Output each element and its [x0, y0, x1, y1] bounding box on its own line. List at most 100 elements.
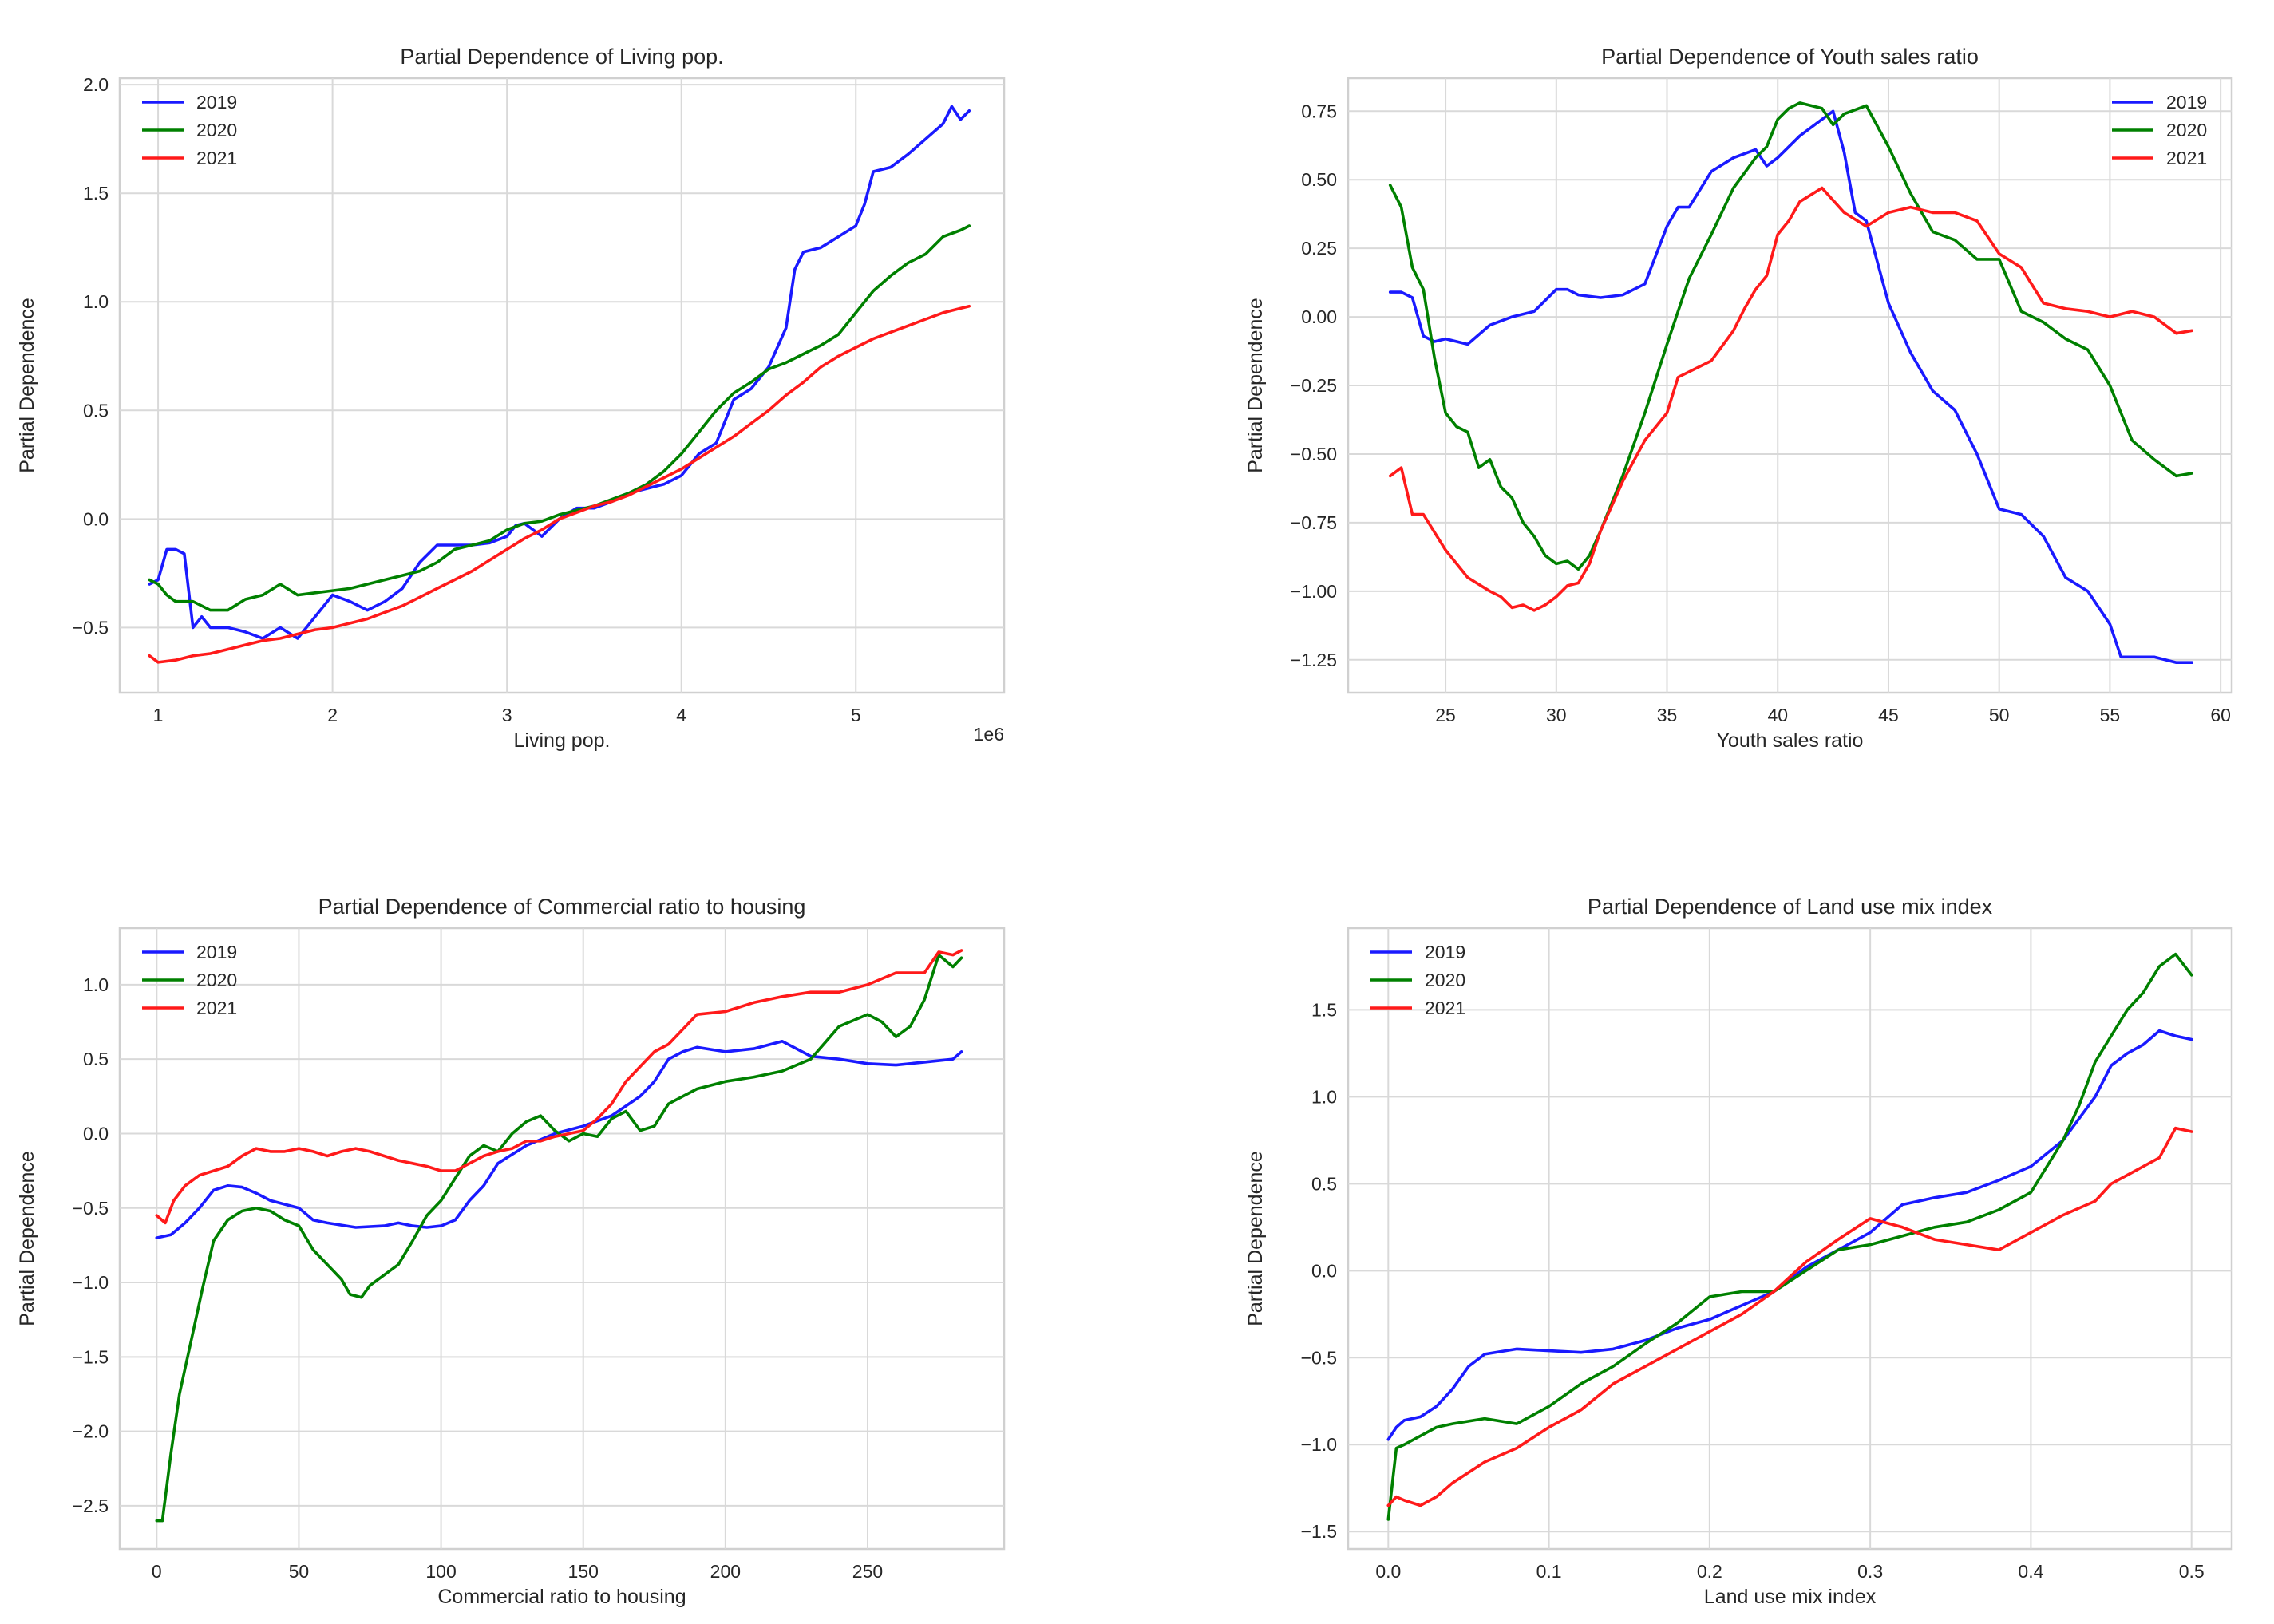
chart0-x-tick-label: 2	[327, 705, 338, 725]
chart0-legend: 2019 2020 2021	[142, 92, 237, 168]
chart0-x-offset-label: 1e6	[974, 724, 1004, 745]
chart1-x-tick-label: 25	[1435, 705, 1456, 725]
chart1-y-tick-label: −1.00	[1291, 581, 1337, 602]
chart2-x-tick-label: 100	[425, 1561, 456, 1582]
chart1-y-tick-label: 0.25	[1301, 238, 1337, 259]
chart1-x-tick-label: 35	[1657, 705, 1678, 725]
chart2-y-tick-label: −1.5	[73, 1346, 109, 1367]
chart2-y-tick-label: −2.0	[73, 1421, 109, 1442]
chart0-y-tick-label: 1.0	[83, 291, 109, 312]
chart3-plot-area	[1347, 927, 2233, 1551]
chart1-y-tick-label: 0.00	[1301, 306, 1337, 327]
chart0-y-tick-label: 0.5	[83, 400, 109, 421]
chart2-legend-label-2020: 2020	[196, 970, 237, 990]
chart-land-use-mix: 0.0 0.1 0.2 0.3 0.4 0.5 −1.5 −1.0 −0.5 0.0 0.5 1.0 1…	[1244, 895, 2233, 1608]
chart-living-pop: 1 2 3 4 5 −0.5 0.0 0.5 1.0 1.5 2.0 Partial Dependen…	[16, 45, 1006, 752]
chart3-series-2021-line	[1386, 1126, 2193, 1507]
chart1-series-2021-line	[1388, 186, 2193, 612]
chart3-legend-label-2020: 2020	[1425, 970, 1465, 990]
chart0-series-2019-line	[148, 105, 971, 640]
chart1-x-tick-label: 50	[1989, 705, 2010, 725]
chart3-y-tick-label: 0.0	[1311, 1260, 1337, 1281]
chart2-x-tick-label: 250	[852, 1561, 883, 1582]
chart3-y-tick-label: 0.5	[1311, 1173, 1337, 1194]
chart3-x-tick-label: 0.3	[1857, 1561, 1883, 1582]
chart2-x-tick-label: 200	[710, 1561, 741, 1582]
chart1-x-tick-label: 30	[1546, 705, 1567, 725]
chart-commercial-ratio: 0 50 100 150 200 250 −2.5 −2.0 −1.5 −1.0 −0.5 0.0 0.…	[16, 895, 1006, 1608]
chart2-series-2021-line	[155, 949, 963, 1225]
chart0-y-axis-label: Partial Dependence	[16, 298, 38, 473]
chart0-series-2020-line	[148, 224, 971, 612]
chart0-y-tick-label: 2.0	[83, 74, 109, 95]
chart1-legend-label-2020: 2020	[2166, 120, 2207, 140]
chart0-legend-label-2019: 2019	[196, 92, 237, 113]
chart3-x-tick-label: 0.0	[1375, 1561, 1401, 1582]
chart3-y-tick-label: 1.0	[1311, 1086, 1337, 1107]
chart2-x-tick-label: 0	[152, 1561, 162, 1582]
chart-panel-commercial-ratio: 0 50 100 150 200 250 −2.5 −2.0 −1.5 −1.0 −0.5 0.0 0.…	[0, 812, 1137, 1623]
chart1-x-tick-label: 45	[1878, 705, 1899, 725]
chart2-y-tick-label: −0.5	[73, 1198, 109, 1219]
chart0-y-tick-label: 0.0	[83, 508, 109, 529]
chart3-y-tick-label: 1.5	[1311, 999, 1337, 1020]
chart3-x-axis-label: Land use mix index	[1704, 1586, 1877, 1608]
chart-panel-land-use-mix: 0.0 0.1 0.2 0.3 0.4 0.5 −1.5 −1.0 −0.5 0.0 0.5 1.0 1…	[1137, 812, 2273, 1623]
chart2-y-tick-label: 0.0	[83, 1123, 109, 1144]
chart2-x-tick-label: 50	[289, 1561, 310, 1582]
chart0-series-2021-line	[148, 304, 971, 664]
chart2-legend: 2019 2020 2021	[142, 942, 237, 1018]
chart2-y-tick-label: 1.0	[83, 974, 109, 995]
chart3-y-axis-label: Partial Dependence	[1244, 1151, 1267, 1326]
chart1-series-2019-line	[1388, 109, 2193, 664]
chart1-title: Partial Dependence of Youth sales ratio	[1601, 45, 1979, 69]
chart1-y-tick-label: 0.50	[1301, 169, 1337, 190]
chart2-series-2020-line	[155, 953, 963, 1523]
chart2-y-tick-label: −1.0	[73, 1272, 109, 1293]
chart-youth-sales-ratio: 25 30 35 40 45 50 55 60 −1.25 −1.00 −0.75 −0.50 −0.2…	[1244, 45, 2233, 752]
chart0-plot-area	[118, 77, 1006, 694]
chart2-series-2019-line	[155, 1040, 963, 1239]
chart0-legend-label-2021: 2021	[196, 148, 237, 168]
chart0-x-tick-label: 5	[851, 705, 861, 725]
chart1-y-tick-label: −1.25	[1291, 650, 1337, 670]
chart0-x-tick-label: 3	[502, 705, 512, 725]
chart3-legend-label-2019: 2019	[1425, 942, 1465, 962]
chart0-y-tick-label: 1.5	[83, 183, 109, 203]
chart0-x-tick-label: 1	[153, 705, 164, 725]
chart0-title: Partial Dependence of Living pop.	[400, 45, 723, 69]
chart0-legend-label-2020: 2020	[196, 120, 237, 140]
chart1-legend: 2019 2020 2021	[2112, 92, 2207, 168]
chart3-x-tick-label: 0.5	[2179, 1561, 2205, 1582]
chart0-x-axis-label: Living pop.	[514, 729, 611, 752]
chart3-legend: 2019 2020 2021	[1370, 942, 1465, 1018]
chart2-legend-label-2021: 2021	[196, 998, 237, 1018]
chart3-y-tick-label: −0.5	[1301, 1347, 1337, 1368]
chart1-legend-label-2021: 2021	[2166, 148, 2207, 168]
chart1-x-axis-label: Youth sales ratio	[1717, 729, 1864, 752]
chart3-title: Partial Dependence of Land use mix index	[1588, 895, 1993, 919]
chart-panel-living-pop: 1 2 3 4 5 −0.5 0.0 0.5 1.0 1.5 2.0 Partial Dependen…	[0, 0, 1137, 812]
chart1-y-tick-label: −0.25	[1291, 375, 1337, 396]
chart1-legend-label-2019: 2019	[2166, 92, 2207, 113]
chart3-x-tick-label: 0.4	[2018, 1561, 2043, 1582]
chart1-x-tick-label: 40	[1767, 705, 1788, 725]
chart1-x-tick-label: 55	[2100, 705, 2121, 725]
chart1-y-tick-label: −0.50	[1291, 444, 1337, 464]
chart0-y-tick-label: −0.5	[73, 617, 109, 638]
chart1-y-tick-label: −0.75	[1291, 512, 1337, 533]
chart3-x-tick-label: 0.1	[1536, 1561, 1562, 1582]
chart3-series-2020-line	[1386, 952, 2193, 1521]
chart2-y-tick-label: −2.5	[73, 1496, 109, 1516]
chart1-y-axis-label: Partial Dependence	[1244, 298, 1267, 473]
chart2-x-tick-label: 150	[568, 1561, 599, 1582]
chart2-y-tick-label: 0.5	[83, 1049, 109, 1069]
chart2-y-axis-label: Partial Dependence	[16, 1151, 38, 1326]
chart2-legend-label-2019: 2019	[196, 942, 237, 962]
chart-panel-youth-sales-ratio: 25 30 35 40 45 50 55 60 −1.25 −1.00 −0.75 −0.50 −0.2…	[1137, 0, 2273, 812]
chart3-legend-label-2021: 2021	[1425, 998, 1465, 1018]
chart1-series-2020-line	[1388, 101, 2193, 571]
chart3-x-tick-label: 0.2	[1697, 1561, 1722, 1582]
chart1-x-tick-label: 60	[2210, 705, 2231, 725]
chart3-y-tick-label: −1.5	[1301, 1521, 1337, 1542]
